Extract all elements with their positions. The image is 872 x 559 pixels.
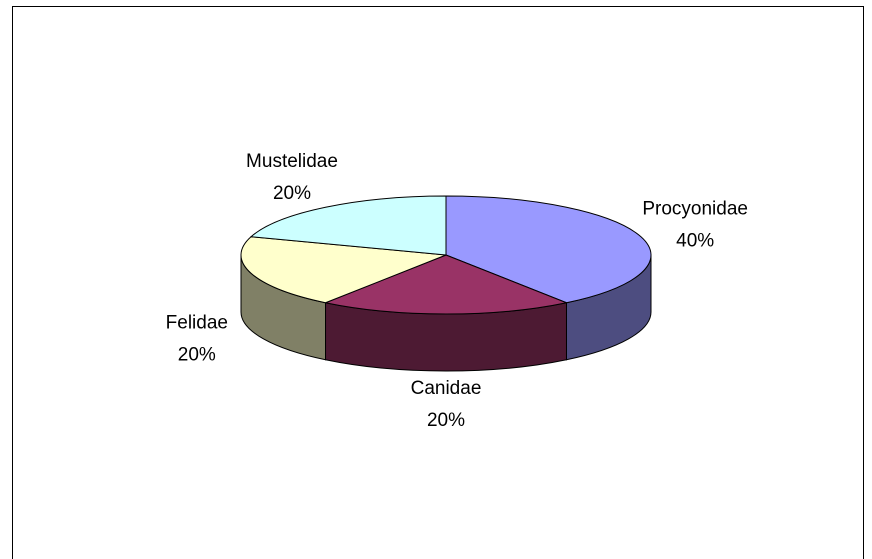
slice-value-label: 20% bbox=[273, 183, 311, 204]
pie-slice bbox=[240, 236, 447, 304]
slice-label: Canidae bbox=[411, 378, 482, 399]
slice-label: Mustelidae bbox=[246, 151, 338, 172]
pie-slice bbox=[445, 195, 652, 304]
slice-value-label: 20% bbox=[427, 410, 465, 431]
pie-slice bbox=[323, 254, 569, 315]
pie-slice bbox=[249, 195, 447, 256]
slice-value-label: 40% bbox=[676, 231, 714, 252]
slice-label: Felidae bbox=[166, 312, 228, 333]
slice-value-label: 20% bbox=[178, 344, 216, 365]
slice-label: Procyonidae bbox=[642, 199, 748, 220]
